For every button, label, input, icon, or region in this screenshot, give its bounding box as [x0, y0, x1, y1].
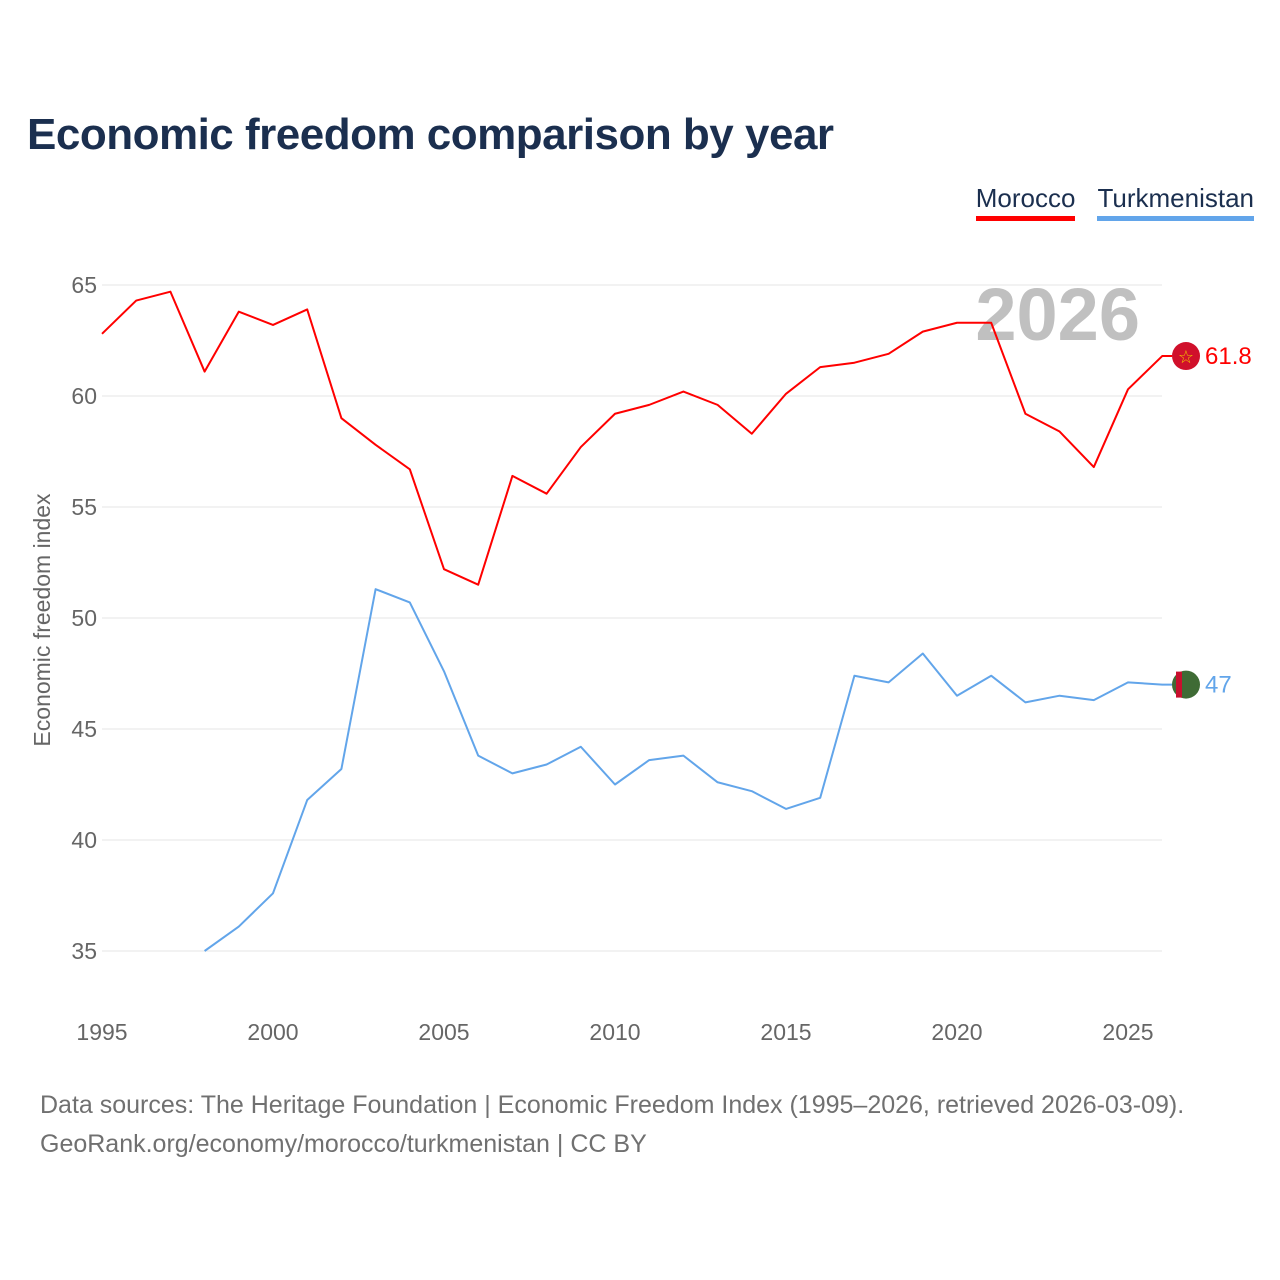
y-tick-label: 35	[71, 938, 97, 964]
morocco-flag-icon	[1172, 342, 1200, 371]
legend-item-turkmenistan[interactable]: Turkmenistan	[1097, 183, 1254, 221]
year-watermark: 2026	[975, 273, 1140, 356]
x-tick-label: 1995	[76, 1019, 127, 1045]
footer: Data sources: The Heritage Foundation | …	[40, 1086, 1184, 1164]
legend-item-morocco[interactable]: Morocco	[975, 183, 1076, 221]
y-tick-label: 45	[71, 716, 97, 742]
y-tick-label: 60	[71, 383, 97, 409]
x-tick-label: 2015	[760, 1019, 811, 1045]
data-source: Data sources: The Heritage Foundation | …	[40, 1091, 1185, 1119]
y-axis-label: Economic freedom index	[29, 493, 55, 747]
y-tick-label: 65	[71, 272, 97, 298]
end-value-label: 61.8	[1205, 343, 1252, 370]
x-tick-label: 2020	[931, 1019, 982, 1045]
x-tick-label: 2000	[247, 1019, 298, 1045]
end-value-label: 47	[1205, 672, 1232, 699]
chart-title: Economic freedom comparison by year	[27, 110, 834, 159]
y-tick-label: 50	[71, 605, 97, 631]
star-icon: ☆	[1178, 347, 1194, 367]
x-tick-label: 2025	[1102, 1019, 1153, 1045]
legend: Morocco Turkmenistan	[975, 183, 1254, 221]
source-link[interactable]: GeoRank.org/economy/morocco/turkmenistan…	[40, 1130, 647, 1158]
series-line-turkmenistan	[204, 588, 1172, 952]
y-tick-label: 55	[71, 494, 97, 520]
x-tick-label: 2010	[589, 1019, 640, 1045]
y-tick-label: 40	[71, 827, 97, 853]
flag-stripe	[1176, 671, 1182, 698]
x-tick-label: 2005	[418, 1019, 469, 1045]
series-line-morocco	[101, 290, 1172, 586]
